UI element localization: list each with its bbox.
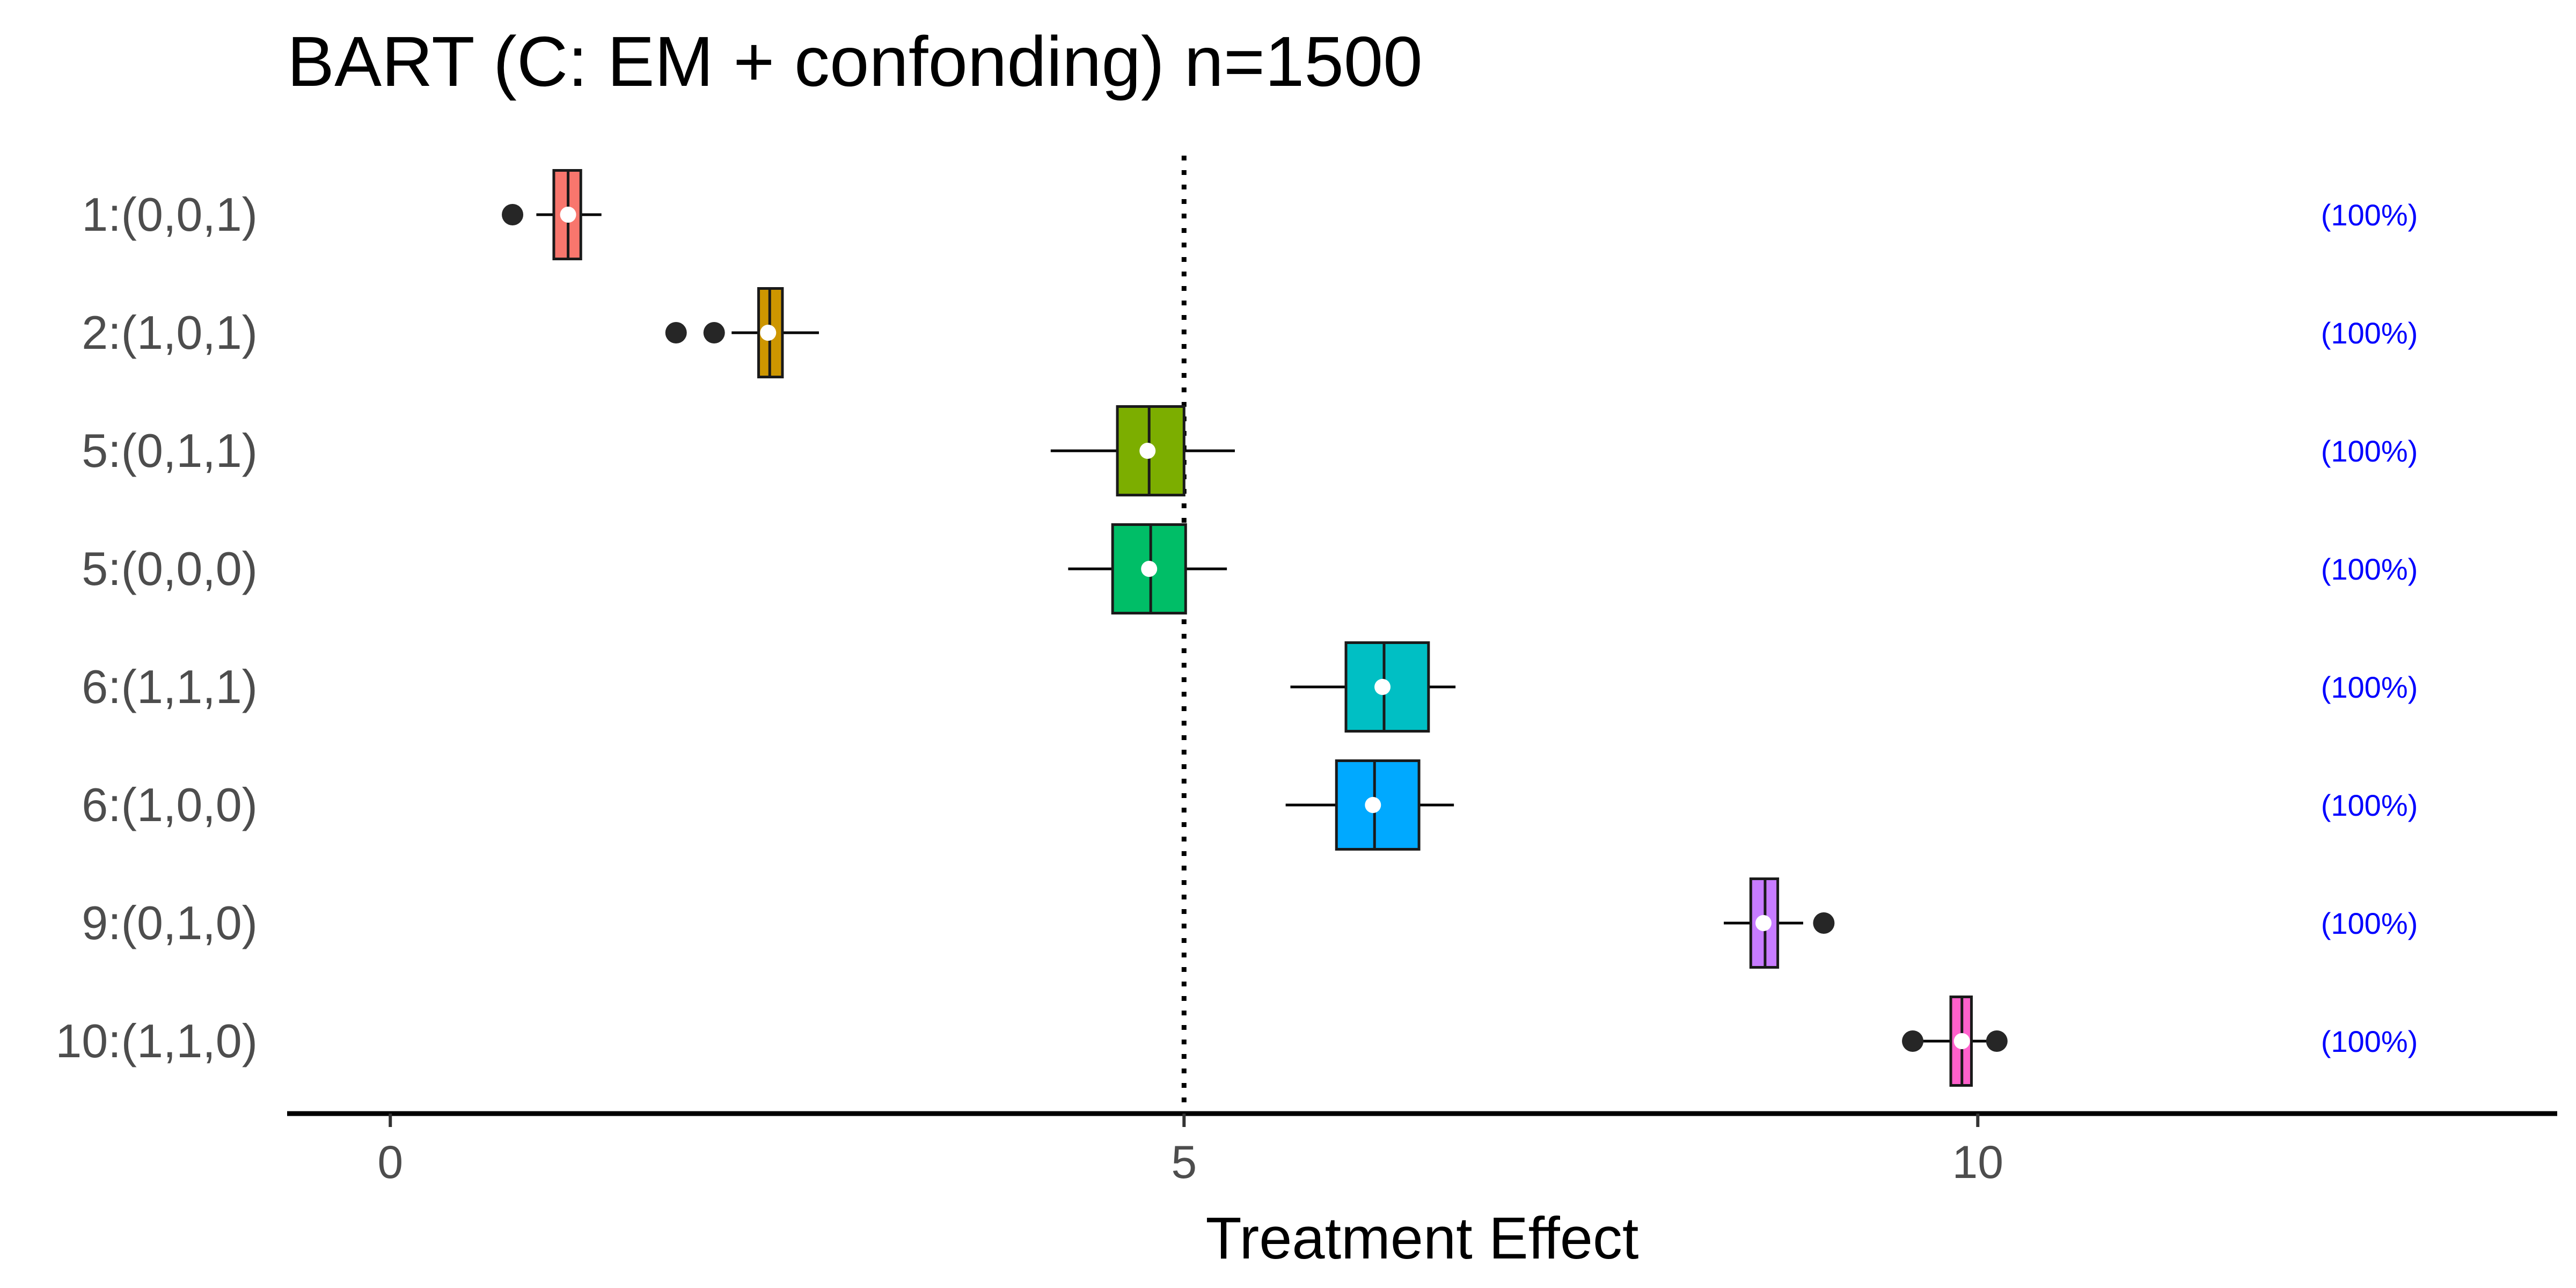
box-group: 2:(1,0,1) (100%) [82, 287, 2418, 378]
percent-annotation: (100%) [2321, 1024, 2418, 1058]
x-axis-ticks: 0 5 10 [377, 1114, 2003, 1188]
chart-title: BART (C: EM + confonding) n=1500 [287, 22, 1423, 101]
y-axis-tick-label: 1:(0,0,1) [82, 188, 258, 241]
mean-point [1139, 443, 1156, 459]
box-group: 5:(0,1,1) (100%) [82, 405, 2418, 496]
mean-point [560, 207, 576, 223]
x-tick-label: 0 [377, 1137, 403, 1188]
percent-annotation: (100%) [2321, 670, 2418, 704]
outlier-point [502, 204, 524, 225]
x-axis-label: Treatment Effect [1205, 1205, 1638, 1271]
outlier-point [1986, 1030, 2008, 1052]
y-axis-tick-label: 2:(1,0,1) [82, 306, 258, 359]
box [1116, 405, 1185, 496]
percent-annotation: (100%) [2321, 434, 2418, 468]
box-group: 6:(1,1,1) (100%) [82, 641, 2418, 733]
percent-annotation: (100%) [2321, 788, 2418, 822]
y-axis-tick-label: 6:(1,0,0) [82, 778, 258, 831]
y-axis-tick-label: 9:(0,1,0) [82, 896, 258, 949]
percent-annotation: (100%) [2321, 198, 2418, 232]
mean-point [760, 325, 777, 341]
mean-point [1365, 797, 1381, 813]
box-group: 6:(1,0,0) (100%) [82, 759, 2418, 851]
box-group: 9:(0,1,0) (100%) [82, 877, 2418, 969]
outlier-point [703, 322, 725, 343]
box-groups: 1:(0,0,1) (100%) 2:(1,0,1) (100%) 5:(0,1,1) (… [55, 169, 2418, 1087]
x-tick-label: 10 [1952, 1137, 2003, 1188]
mean-point [1141, 561, 1158, 577]
mean-point [1755, 915, 1772, 931]
percent-annotation: (100%) [2321, 552, 2418, 586]
y-axis-tick-label: 6:(1,1,1) [82, 660, 258, 713]
outlier-point [1813, 912, 1835, 934]
outlier-point [665, 322, 687, 343]
outlier-point [1902, 1030, 1924, 1052]
percent-annotation: (100%) [2321, 316, 2418, 350]
box-group: 10:(1,1,0) (100%) [55, 996, 2418, 1087]
mean-point [1374, 679, 1391, 695]
box-group: 5:(0,0,0) (100%) [82, 523, 2418, 614]
y-axis-tick-label: 5:(0,0,0) [82, 542, 258, 595]
mean-point [1953, 1033, 1970, 1049]
percent-annotation: (100%) [2321, 906, 2418, 940]
y-axis-tick-label: 5:(0,1,1) [82, 424, 258, 477]
y-axis-tick-label: 10:(1,1,0) [55, 1014, 258, 1067]
box-group: 1:(0,0,1) (100%) [82, 169, 2418, 260]
x-tick-label: 5 [1171, 1137, 1197, 1188]
